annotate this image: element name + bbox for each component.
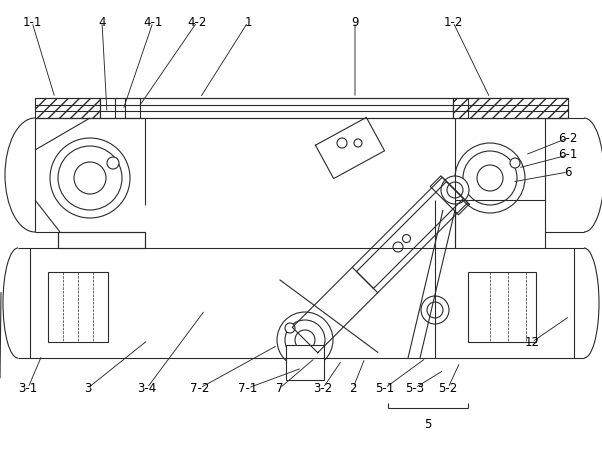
Text: 3: 3 [84, 381, 92, 395]
Bar [48, 272, 108, 342]
Text: 5-1: 5-1 [376, 381, 395, 395]
Circle shape [447, 182, 463, 198]
Text: 6-2: 6-2 [558, 132, 578, 144]
Circle shape [295, 330, 315, 350]
Circle shape [74, 162, 106, 194]
Text: 1: 1 [244, 15, 252, 29]
Circle shape [441, 176, 469, 204]
Text: 4-2: 4-2 [187, 15, 206, 29]
Text: 5-2: 5-2 [438, 381, 458, 395]
Circle shape [354, 139, 362, 147]
Text: 1-2: 1-2 [443, 15, 463, 29]
Circle shape [463, 151, 517, 205]
Circle shape [285, 320, 325, 360]
Text: 3-2: 3-2 [314, 381, 333, 395]
Text: 4: 4 [98, 15, 106, 29]
Text: 9: 9 [351, 15, 359, 29]
Circle shape [393, 242, 403, 252]
Text: 1-1: 1-1 [22, 15, 42, 29]
Circle shape [50, 138, 130, 218]
Text: 3-1: 3-1 [19, 381, 37, 395]
Text: 7: 7 [276, 381, 284, 395]
Circle shape [477, 165, 503, 191]
Bar [100, 98, 453, 118]
Text: 12: 12 [524, 336, 539, 349]
Circle shape [285, 323, 295, 333]
Text: 5-3: 5-3 [405, 381, 424, 395]
Bar [35, 98, 100, 118]
Bar [453, 98, 568, 118]
Circle shape [107, 157, 119, 169]
Bar [453, 98, 568, 118]
Text: 2: 2 [349, 381, 357, 395]
Text: 3-4: 3-4 [137, 381, 157, 395]
Circle shape [58, 146, 122, 210]
Circle shape [510, 158, 520, 168]
Circle shape [427, 302, 443, 318]
Text: 7-1: 7-1 [238, 381, 258, 395]
Text: 6-1: 6-1 [558, 148, 578, 162]
Circle shape [337, 138, 347, 148]
Text: 4-1: 4-1 [143, 15, 163, 29]
Text: 7-2: 7-2 [190, 381, 209, 395]
Text: 5: 5 [424, 419, 432, 431]
Circle shape [277, 312, 333, 368]
Circle shape [421, 296, 449, 324]
Circle shape [455, 143, 525, 213]
Text: 6: 6 [564, 166, 572, 178]
Circle shape [403, 235, 411, 242]
Bar [58, 232, 145, 248]
Bar [468, 272, 536, 342]
Bar [286, 345, 324, 380]
